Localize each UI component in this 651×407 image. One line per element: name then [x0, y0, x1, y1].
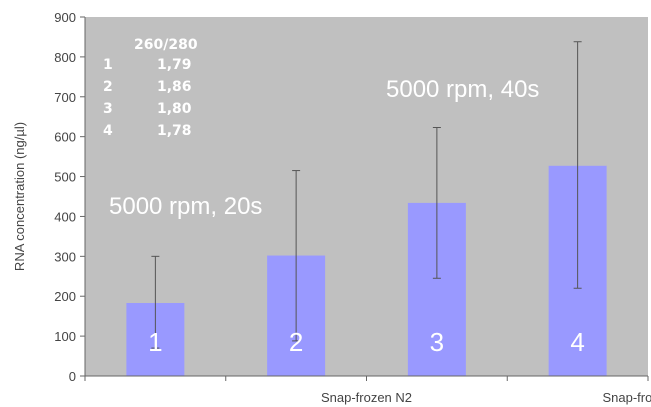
- ratio-value-1: 1,79: [157, 57, 192, 73]
- y-tick-label: 300: [54, 249, 76, 264]
- ratio-id-2: 2: [103, 79, 113, 95]
- y-tick-label: 900: [54, 10, 76, 25]
- annotation-40s: 5000 rpm, 40s: [386, 76, 539, 103]
- y-tick-label: 400: [54, 209, 76, 224]
- bar-number-label-1: 1: [148, 327, 162, 357]
- ratio-id-4: 4: [103, 123, 113, 139]
- bar-number-label-3: 3: [430, 327, 444, 357]
- ratio-id-3: 3: [103, 101, 113, 117]
- y-tick-label: 100: [54, 329, 76, 344]
- ratio-value-4: 1,78: [157, 123, 192, 139]
- y-tick-label: 700: [54, 90, 76, 105]
- y-tick-label: 0: [69, 369, 76, 384]
- bar-number-label-2: 2: [289, 327, 303, 357]
- ratio-value-2: 1,86: [157, 79, 192, 95]
- ratio-value-3: 1,80: [157, 101, 192, 117]
- ratio-header: 260/280: [134, 37, 198, 53]
- bar-number-label-4: 4: [570, 327, 584, 357]
- x-category-label-2: Snap-frozen N2: [321, 390, 412, 405]
- y-tick-label: 200: [54, 289, 76, 304]
- y-axis-label: RNA concentration (ng/µl): [12, 122, 27, 271]
- x-category-label-4: Snap-frozen N2: [602, 390, 651, 405]
- y-tick-label: 500: [54, 170, 76, 185]
- ratio-id-1: 1: [103, 57, 113, 73]
- annotation-20s: 5000 rpm, 20s: [109, 193, 262, 220]
- y-tick-label: 600: [54, 130, 76, 145]
- y-tick-label: 800: [54, 50, 76, 65]
- ratio-table: 260/280 1 1,79 2 1,86 3 1,80 4 1,78: [103, 37, 198, 139]
